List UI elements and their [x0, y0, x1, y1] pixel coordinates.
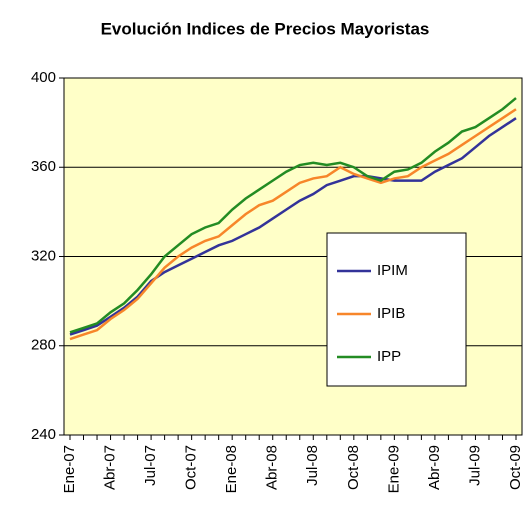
- legend-label: IPIM: [377, 262, 408, 279]
- x-tick-label: Jul-07: [142, 445, 159, 486]
- legend-label: IPIB: [377, 305, 405, 322]
- legend-box: [326, 232, 467, 387]
- x-tick-label: Ene-08: [223, 445, 240, 493]
- y-tick-label: 360: [31, 158, 56, 175]
- x-tick-label: Ene-07: [61, 445, 78, 493]
- plot-border: [63, 77, 523, 436]
- x-tick-label: Jul-09: [466, 445, 483, 486]
- series-line: [69, 117, 517, 336]
- x-tick-label: Oct-08: [345, 445, 362, 490]
- x-tick-label: Ene-09: [385, 445, 402, 493]
- x-tick-label: Abr-08: [264, 445, 281, 490]
- y-tick-label: 320: [31, 247, 56, 264]
- x-tick-label: Oct-07: [183, 445, 200, 490]
- y-tick-label: 400: [31, 69, 56, 86]
- legend-label: IPP: [377, 348, 401, 365]
- series-line: [69, 97, 517, 334]
- x-tick-label: Oct-09: [507, 445, 524, 490]
- series-line: [69, 108, 517, 341]
- chart-title: Evolución Indices de Precios Mayoristas: [101, 19, 430, 38]
- x-tick-label: Abr-07: [102, 445, 119, 490]
- y-tick-label: 280: [31, 337, 56, 354]
- y-tick-label: 240: [31, 426, 56, 443]
- x-tick-label: Abr-09: [426, 445, 443, 490]
- x-tick-label: Jul-08: [304, 445, 321, 486]
